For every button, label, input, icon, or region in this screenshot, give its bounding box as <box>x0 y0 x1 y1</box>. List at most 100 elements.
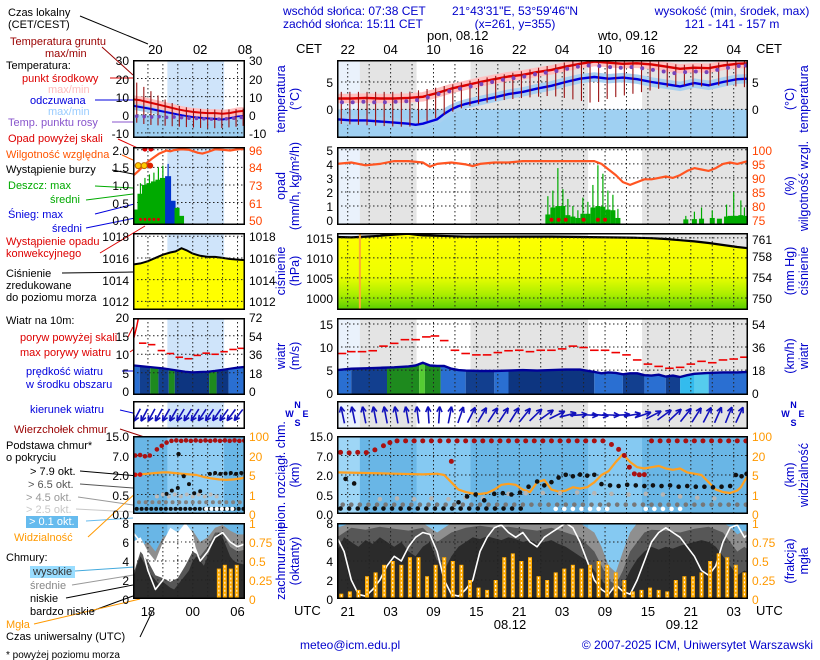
axis-tick: 0 <box>249 385 256 400</box>
axis-tick: 0 <box>752 387 759 402</box>
axis-tick: 1015 <box>306 231 333 246</box>
axis-tick: 1 <box>249 488 256 503</box>
axis-tick: 750 <box>752 292 773 307</box>
time-tick: 22 <box>512 42 527 57</box>
axis-tick: 0 <box>122 385 129 400</box>
temperatura: Temperatura: <box>6 60 71 72</box>
cisnienie-2: zredukowane <box>6 280 72 292</box>
time-tick: 15 <box>640 604 656 619</box>
axis-tick: 5 <box>122 366 129 381</box>
time-tick: 09 <box>426 604 441 619</box>
axis-tick: 1 <box>326 200 333 215</box>
max-porywy: max porywy wiatru <box>20 347 112 359</box>
axis-tick: 4 <box>122 555 129 569</box>
compass-e-icon: E <box>302 409 309 419</box>
axis-tick: 100 <box>752 143 773 158</box>
czas-lokalny-1: Czas lokalny <box>8 7 71 19</box>
axis-title: (m/s) <box>288 341 302 371</box>
axis-tick: 0 <box>249 508 256 522</box>
kierunek: kierunek wiatru <box>30 404 104 416</box>
axis-tick: -10 <box>111 126 129 141</box>
axis-title: wiatr <box>797 342 811 370</box>
axis-tick: 0 <box>752 508 759 522</box>
podstawa-2: o pokryciu <box>6 452 57 464</box>
okt-65: > 6.5 okt. <box>28 479 74 491</box>
okt-01: > 0.1 okt. <box>26 516 78 528</box>
time-tick: 04 <box>554 42 570 57</box>
axis-tick: 7.0 <box>316 449 333 464</box>
time-tick: 03 <box>383 604 398 619</box>
grid-xy-text: (x=261, y=355) <box>474 17 556 31</box>
axis-tick: 0.0 <box>112 214 129 229</box>
axis-tick: 15.0 <box>105 430 129 444</box>
axis-tick: 761 <box>752 233 773 248</box>
axis-tick: 10 <box>319 341 333 356</box>
axis-tick: 3 <box>326 171 333 186</box>
axis-tick: 5 <box>752 469 759 483</box>
time-tick: 21 <box>683 604 699 619</box>
axis-tick: 2.0 <box>316 469 333 483</box>
footer-email-link[interactable]: meteo@icm.edu.pl <box>300 638 401 652</box>
axis-tick: 1012 <box>102 295 129 310</box>
time-tick: 10 <box>426 42 441 57</box>
panel-p_mini <box>133 233 245 310</box>
axis-tick: 0.5 <box>112 488 129 503</box>
axis-title: (km) <box>783 462 797 488</box>
axis-tick: 61 <box>249 196 263 211</box>
axis-title: (mm/h, kg/m²/h) <box>288 141 302 231</box>
axis-tick: 7.0 <box>112 449 129 464</box>
panel-c_mini <box>133 436 245 514</box>
axis-tick: 0.0 <box>316 508 333 522</box>
deszcz: Deszcz: max <box>8 180 71 192</box>
sunrise-text: wschód słońca: 07:38 CET <box>283 4 426 18</box>
axis-title: (oktanty) <box>288 536 302 586</box>
wilgotnosc: Wilgotność względna <box>6 149 110 161</box>
poryw-powyzej: poryw powyżej skali <box>20 332 118 344</box>
axis-tick: 1 <box>249 517 256 531</box>
time-tick: 04 <box>383 42 398 57</box>
axis-tick: 30 <box>115 54 129 69</box>
axis-tick: 84 <box>249 161 263 176</box>
odczuwana: odczuwana <box>30 95 86 107</box>
axis-title: (km) <box>288 462 302 488</box>
axis-tick: 2 <box>326 574 333 588</box>
axis-tick: 758 <box>752 249 773 264</box>
temp-gruntu-1: Temperatura gruntu <box>10 36 106 48</box>
mgla: Mgła <box>6 619 30 631</box>
axis-tick: 75 <box>752 214 766 229</box>
chmury-wysokie: wysokie <box>30 566 76 578</box>
axis-title: wilgotność wzgl. <box>797 140 811 232</box>
axis-title: (km/h) <box>783 338 797 374</box>
axis-tick: 0.5 <box>752 555 769 569</box>
axis-tick: 0 <box>122 593 129 607</box>
axis-tick: 0 <box>752 593 759 607</box>
panel-d_mini <box>133 401 245 429</box>
axis-tick: 54 <box>752 317 766 332</box>
axis-tick: 10 <box>115 90 129 105</box>
altitude-label: wysokość (min, środek, max) <box>654 4 810 18</box>
axis-tick: 1 <box>752 488 759 503</box>
axis-tick: 1012 <box>249 295 276 310</box>
czas-utc: Czas uniwersalny (UTC) <box>6 631 126 643</box>
panel-z_main <box>337 523 748 599</box>
axis-tick: 1018 <box>102 230 129 245</box>
axis-title: mgła <box>797 547 811 575</box>
axis-tick: 2 <box>122 574 129 588</box>
axis-title: ciśnienie <box>797 246 811 296</box>
panel-t_mini <box>133 60 245 138</box>
axis-tick: 96 <box>249 143 263 158</box>
axis-tick: 6 <box>326 536 333 550</box>
date-bottom-2: 09.12 <box>665 617 699 632</box>
axis-tick: 50 <box>249 214 263 229</box>
time-tick: 09 <box>597 604 613 619</box>
panel-o_mini <box>133 147 245 225</box>
time-tick: 18 <box>140 604 156 619</box>
time-tick: 02 <box>192 42 208 57</box>
axis-tick: 2.0 <box>112 143 129 158</box>
punkt-srodkowy: punkt środkowy <box>22 73 99 85</box>
axis-tick: 100 <box>752 430 773 444</box>
time-tick: 03 <box>726 604 741 619</box>
axis-title: (%) <box>783 176 797 196</box>
time-tick: 03 <box>554 604 570 619</box>
axis-tick: 30 <box>249 54 263 69</box>
